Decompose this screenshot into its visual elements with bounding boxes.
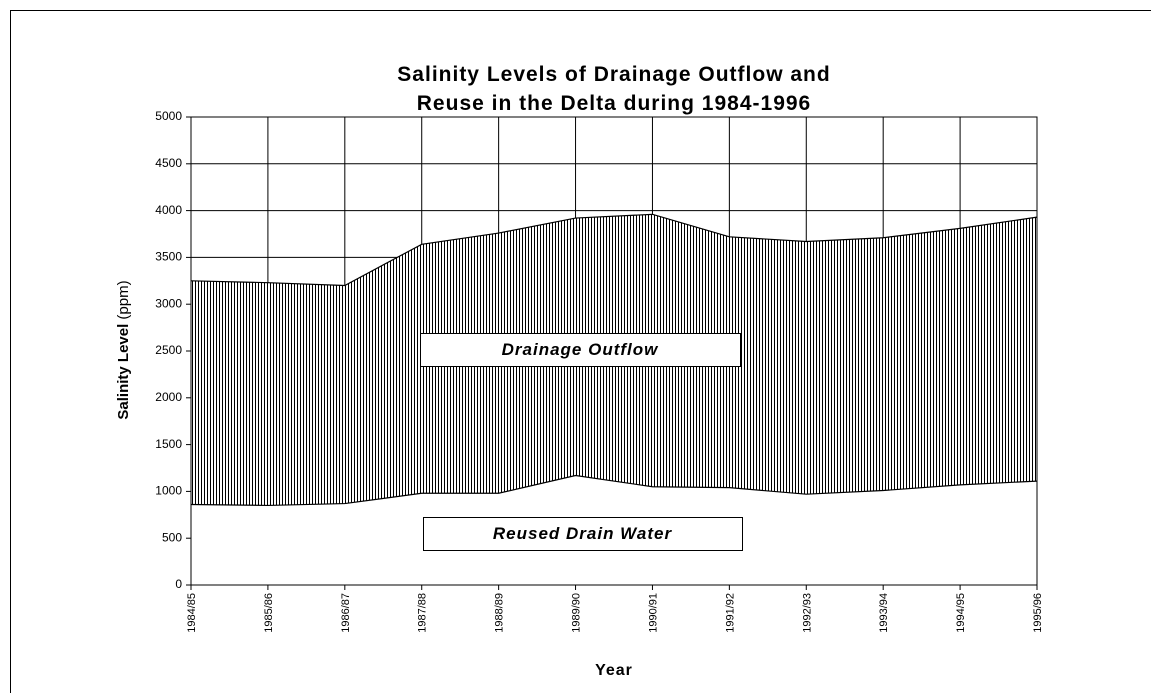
y-axis-label-main: Salinity Level [115,324,132,420]
y-axis-label-unit: (ppm) [115,280,132,319]
area-line [190,213,1038,287]
y-tick-label: 1000 [155,484,182,498]
x-tick-label: 1993/94 [878,593,890,633]
x-tick-label: 1988/89 [494,593,506,633]
series-label-box [423,517,743,551]
x-tick-label: 1984/85 [186,593,198,633]
chart-title: Salinity Levels of Drainage Outflow and … [397,63,831,115]
y-tick-label: 2000 [155,390,182,404]
area [191,214,1037,585]
x-tick-label: 1995/96 [1032,593,1044,633]
frame [10,10,1151,693]
y-tick-label: 3500 [155,250,182,264]
x-tick-label: 1990/91 [647,593,659,633]
series-label: Reused Drain Water [493,524,673,543]
x-tick-label: 1985/86 [263,593,275,633]
x-tick-label: 1989/90 [571,593,583,633]
y-tick-label: 3000 [155,296,182,310]
y-tick-label: 0 [175,577,182,591]
x-tick-label: 1986/87 [340,593,352,633]
y-tick-label: 4500 [155,156,182,170]
y-tick-label: 5000 [155,109,182,123]
x-tick-label: 1992/93 [801,593,813,633]
x-tick-label: 1991/92 [724,593,736,633]
y-tick-label: 4000 [155,203,182,217]
series-label-box [420,333,741,367]
x-tick-label: 1994/95 [955,593,967,633]
y-tick-label: 1500 [155,437,182,451]
y-axis-label: Salinity Level (ppm) [115,280,132,419]
series-label: Drainage Outflow [502,340,660,359]
x-axis-label: Year [595,662,633,679]
area-line [190,474,1038,507]
y-tick-label: 500 [162,530,182,544]
y-tick-label: 2500 [155,343,182,357]
plot-border [190,116,1038,586]
x-tick-label: 1987/88 [417,593,429,633]
